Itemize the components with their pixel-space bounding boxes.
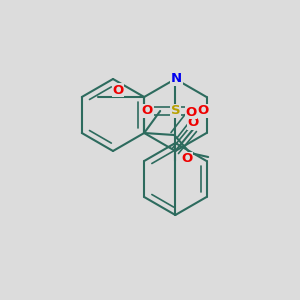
- Text: O: O: [186, 106, 197, 118]
- Text: O: O: [188, 116, 199, 130]
- Text: N: N: [171, 73, 182, 85]
- Text: O: O: [112, 83, 124, 97]
- Text: S: S: [170, 104, 180, 118]
- Text: O: O: [142, 104, 153, 118]
- Text: O: O: [182, 152, 193, 166]
- Text: O: O: [198, 104, 209, 118]
